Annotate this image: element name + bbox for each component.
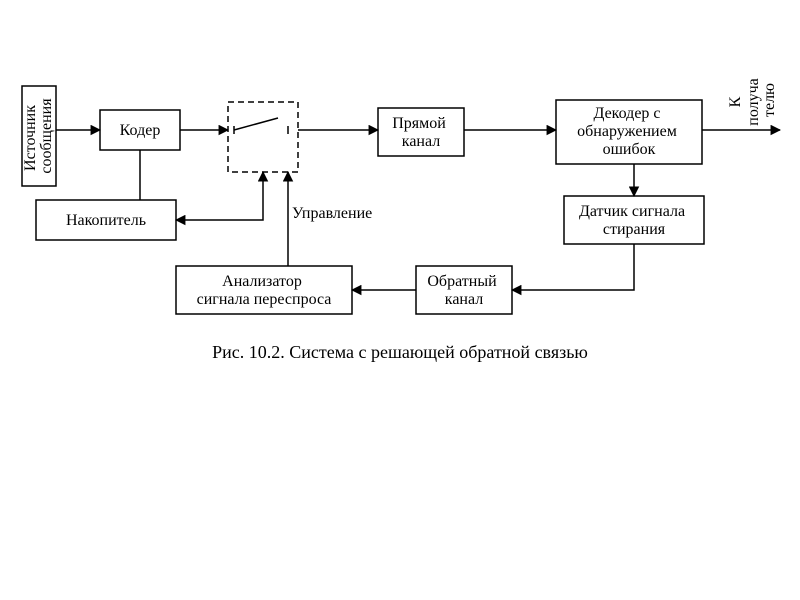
figure-caption: Рис. 10.2. Система с решающей обратной с…: [212, 342, 588, 362]
control-label: Управление: [292, 205, 372, 222]
node-encoder-label: Кодер: [120, 122, 161, 139]
diagram-canvas: Источник сообщения Кодер Прямой канал Де…: [0, 0, 800, 600]
node-source-label: Источник сообщения: [22, 98, 55, 174]
node-switch: [228, 102, 298, 172]
recipient-label: К получа телю: [727, 74, 778, 125]
edge-accum-switch: [176, 172, 263, 220]
edge-eraser-reverse: [512, 244, 634, 290]
node-accumulator-label: Накопитель: [66, 212, 146, 229]
